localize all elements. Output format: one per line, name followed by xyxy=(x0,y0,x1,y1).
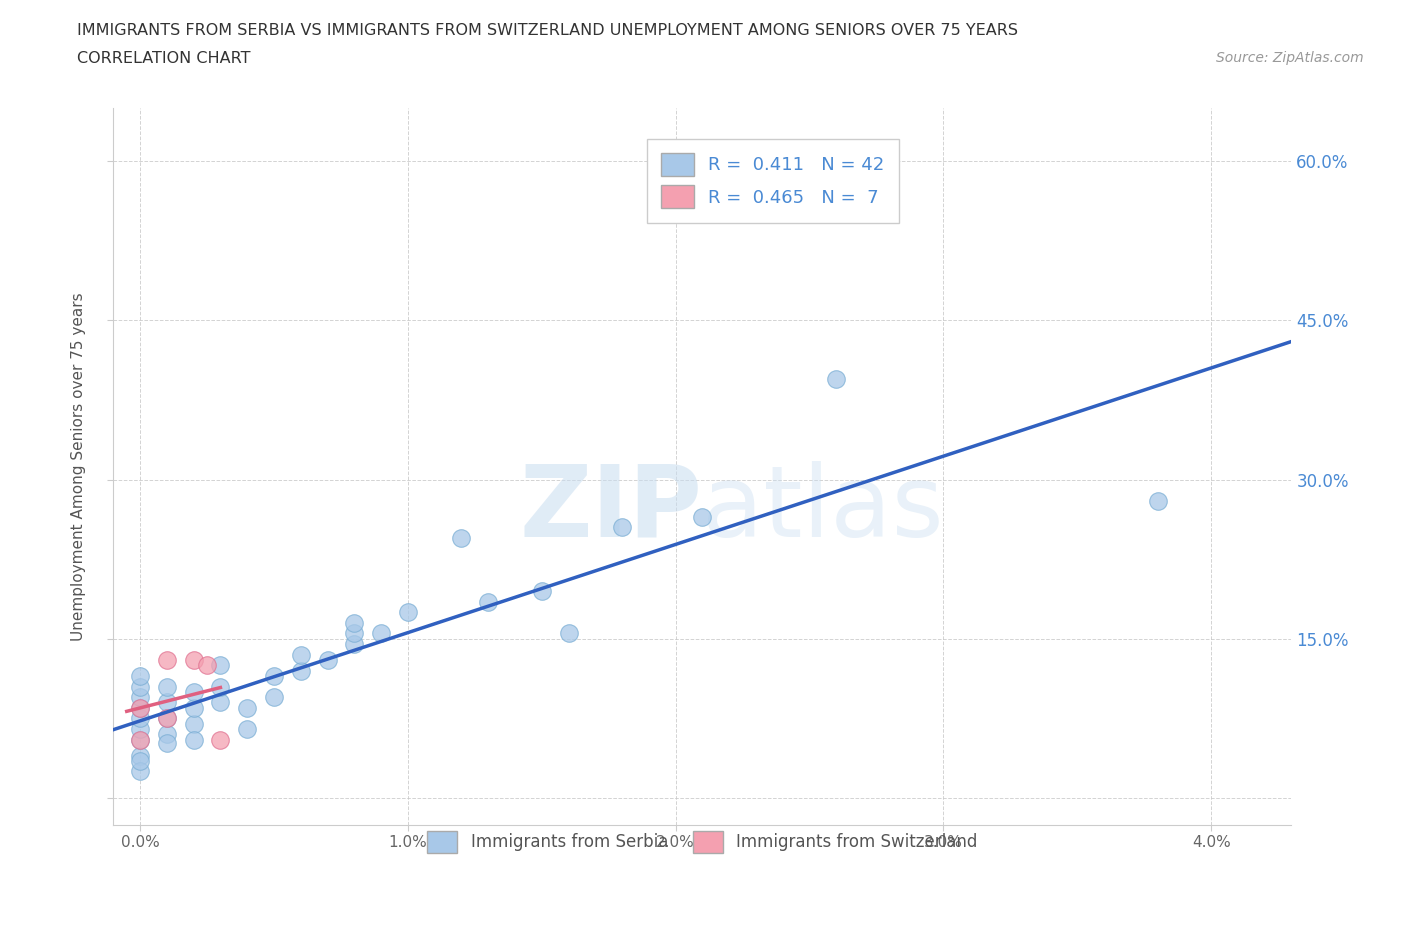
Point xyxy=(450,530,472,545)
Point xyxy=(156,679,179,694)
Point xyxy=(316,653,339,668)
Point xyxy=(477,594,499,609)
Point xyxy=(156,711,179,725)
Point xyxy=(396,604,419,619)
Text: CORRELATION CHART: CORRELATION CHART xyxy=(77,51,250,66)
Point xyxy=(183,653,205,668)
Point xyxy=(343,616,366,631)
Point xyxy=(209,679,232,694)
Point xyxy=(290,663,312,678)
Text: atlas: atlas xyxy=(703,460,943,558)
Point xyxy=(156,653,179,668)
Point xyxy=(129,732,152,747)
Point xyxy=(183,700,205,715)
Point xyxy=(692,510,714,525)
Point xyxy=(290,647,312,662)
Text: Source: ZipAtlas.com: Source: ZipAtlas.com xyxy=(1216,51,1364,65)
Point xyxy=(129,690,152,705)
Point xyxy=(370,626,392,641)
Point xyxy=(129,722,152,737)
Point xyxy=(530,584,553,599)
Point xyxy=(156,727,179,742)
Point xyxy=(129,700,152,715)
Point xyxy=(129,669,152,684)
Point xyxy=(263,690,285,705)
Point xyxy=(825,371,848,386)
Point xyxy=(209,695,232,710)
Point xyxy=(183,732,205,747)
Point xyxy=(236,700,259,715)
Point xyxy=(129,732,152,747)
Point xyxy=(343,637,366,652)
Point xyxy=(209,732,232,747)
Point xyxy=(1146,493,1168,508)
Point xyxy=(129,748,152,763)
Point xyxy=(343,626,366,641)
Point xyxy=(129,764,152,779)
Point xyxy=(129,679,152,694)
Point xyxy=(183,684,205,699)
Point xyxy=(183,716,205,731)
Point xyxy=(610,520,633,535)
Text: IMMIGRANTS FROM SERBIA VS IMMIGRANTS FROM SWITZERLAND UNEMPLOYMENT AMONG SENIORS: IMMIGRANTS FROM SERBIA VS IMMIGRANTS FRO… xyxy=(77,23,1018,38)
Point xyxy=(156,711,179,725)
Point xyxy=(557,626,579,641)
Legend: Immigrants from Serbia, Immigrants from Switzerland: Immigrants from Serbia, Immigrants from … xyxy=(420,825,984,859)
Point xyxy=(129,711,152,725)
Point xyxy=(195,658,218,672)
Point xyxy=(156,695,179,710)
Point xyxy=(156,736,179,751)
Text: ZIP: ZIP xyxy=(519,460,703,558)
Y-axis label: Unemployment Among Seniors over 75 years: Unemployment Among Seniors over 75 years xyxy=(72,292,86,641)
Point xyxy=(129,700,152,715)
Point xyxy=(263,669,285,684)
Point xyxy=(236,722,259,737)
Point xyxy=(209,658,232,672)
Point xyxy=(129,753,152,768)
